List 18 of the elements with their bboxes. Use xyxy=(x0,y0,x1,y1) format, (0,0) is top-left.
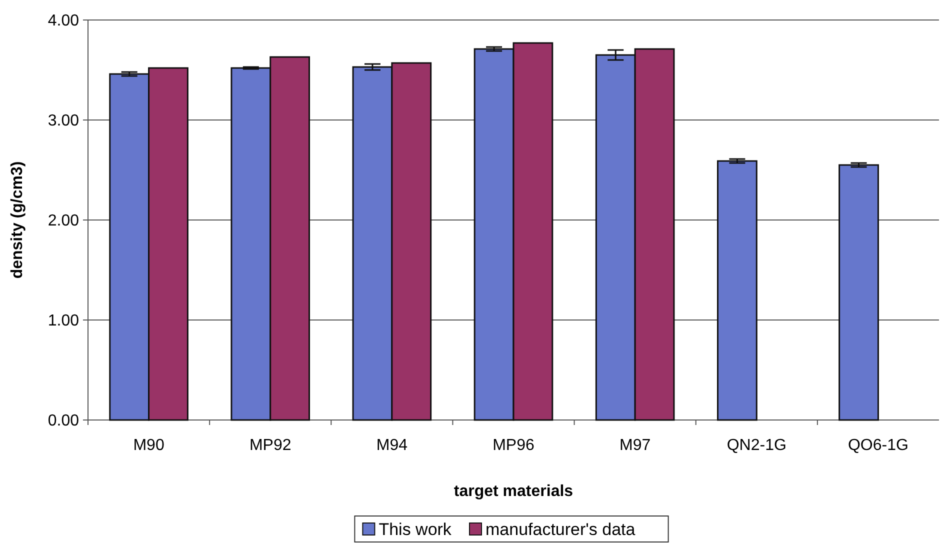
x-tick-label: M94 xyxy=(376,437,408,454)
bar xyxy=(716,160,758,421)
x-tick-label: QN2-1G xyxy=(726,437,786,454)
y-tick-label: 4.00 xyxy=(48,12,80,30)
y-axis-title: density (g/cm3) xyxy=(9,161,26,279)
x-tick-label: MP92 xyxy=(249,437,292,454)
x-tick-label: QO6-1G xyxy=(848,437,908,454)
bar xyxy=(838,164,879,421)
x-axis-title: target materials xyxy=(454,483,574,500)
x-tick-label: MP96 xyxy=(492,437,534,454)
y-tick-label: 1.00 xyxy=(48,312,80,330)
legend-label: This work xyxy=(378,520,452,539)
legend-label: manufacturer's data xyxy=(486,520,636,539)
x-tick-label: M97 xyxy=(620,437,651,454)
y-tick-label: 0.00 xyxy=(48,412,80,430)
x-tick-label: M90 xyxy=(133,437,164,454)
y-tick-label: 2.00 xyxy=(48,212,80,230)
y-tick-label: 3.00 xyxy=(48,112,80,130)
